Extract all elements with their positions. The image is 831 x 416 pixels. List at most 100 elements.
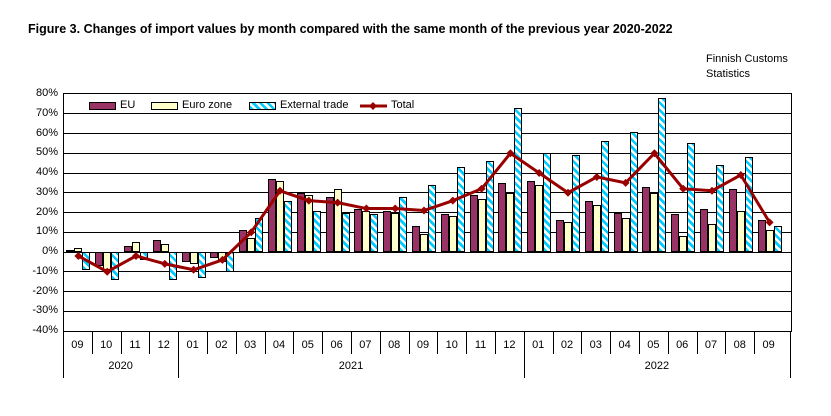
gridline <box>64 152 791 154</box>
gridline <box>64 212 791 213</box>
gridline <box>64 172 791 174</box>
legend-line-sample <box>360 102 387 110</box>
bar-eu <box>584 200 593 252</box>
bar-external-trade <box>456 167 465 252</box>
month-separator-tick <box>351 331 352 354</box>
total-line-marker <box>650 149 659 158</box>
total-line-marker <box>736 170 745 179</box>
bar-external-trade <box>370 214 379 252</box>
month-label: 08 <box>733 339 746 351</box>
bar-external-trade <box>341 212 350 252</box>
bar-euro-zone <box>506 192 515 252</box>
year-separator-tick <box>63 331 64 378</box>
bar-external-trade <box>543 153 552 252</box>
total-line-marker <box>391 204 400 213</box>
gridline <box>64 133 791 134</box>
legend-label: EU <box>120 99 136 111</box>
y-axis-label: -20% <box>32 284 58 297</box>
bar-eu <box>613 212 622 252</box>
bar-eu <box>354 208 363 252</box>
month-label: 11 <box>474 339 487 351</box>
month-separator-tick <box>610 331 612 354</box>
legend-swatch <box>249 102 276 110</box>
bar-euro-zone <box>592 204 601 252</box>
bar-external-trade <box>716 165 724 252</box>
bar-euro-zone <box>477 198 486 252</box>
bar-external-trade <box>744 157 753 252</box>
month-label: 01 <box>186 339 199 351</box>
gridline <box>64 271 791 273</box>
total-line-marker <box>132 251 140 260</box>
month-label: 10 <box>445 339 458 351</box>
month-separator-tick <box>495 331 496 354</box>
bar-euro-zone <box>621 218 630 252</box>
total-line-marker <box>765 218 774 227</box>
month-separator-tick <box>408 331 410 354</box>
month-label: 07 <box>704 339 718 351</box>
bar-euro-zone <box>564 222 572 252</box>
total-line-marker <box>592 172 601 181</box>
bar-eu <box>498 182 507 252</box>
bar-euro-zone <box>448 216 457 252</box>
month-separator-tick <box>639 331 640 354</box>
bar-euro-zone <box>276 180 284 252</box>
y-axis-label: 70% <box>35 106 58 119</box>
month-label: 04 <box>618 339 631 351</box>
total-line-marker <box>103 267 112 276</box>
total-line <box>74 149 774 276</box>
bar-euro-zone <box>132 242 140 252</box>
bar-euro-zone <box>535 184 544 252</box>
month-separator-tick <box>437 331 439 354</box>
bar-euro-zone <box>189 252 198 264</box>
gridline <box>64 310 791 312</box>
month-label: 02 <box>560 339 574 351</box>
bar-euro-zone <box>333 188 342 252</box>
bar-eu <box>440 214 449 252</box>
bar-external-trade <box>399 196 408 252</box>
bar-external-trade <box>600 141 609 252</box>
month-label: 06 <box>676 339 689 351</box>
bar-eu <box>152 240 161 252</box>
bar-external-trade <box>284 200 292 252</box>
gridline <box>64 113 791 115</box>
month-label: 07 <box>359 339 372 351</box>
month-label: 09 <box>416 339 430 351</box>
total-line-marker <box>74 251 83 260</box>
bar-eu <box>412 226 420 252</box>
month-label: 11 <box>129 339 141 351</box>
total-line-marker <box>189 265 198 274</box>
month-label: 12 <box>157 339 170 351</box>
month-label: 09 <box>762 339 775 351</box>
total-line-marker <box>477 184 486 193</box>
y-axis-label: -30% <box>32 304 58 317</box>
month-separator-tick <box>91 331 93 354</box>
legend-label: External trade <box>280 99 349 111</box>
year-label: 2020 <box>108 360 133 372</box>
year-separator-tick <box>790 331 791 378</box>
legend-swatch <box>151 102 178 110</box>
month-label: 05 <box>647 339 660 351</box>
total-line-marker <box>448 196 457 205</box>
bar-eu <box>383 210 392 252</box>
bar-eu <box>181 252 190 262</box>
bar-external-trade <box>658 97 667 252</box>
total-line-marker <box>160 259 169 268</box>
month-label: 05 <box>301 339 314 351</box>
month-separator-tick <box>264 331 266 354</box>
plot-area: EU Euro zone External trade Total <box>63 93 792 332</box>
total-line-marker <box>333 198 342 207</box>
bar-euro-zone <box>247 238 256 252</box>
bar-eu <box>700 208 708 252</box>
year-separator-tick <box>178 331 180 378</box>
bar-external-trade <box>514 107 523 252</box>
month-label: 02 <box>215 339 228 351</box>
month-separator-tick <box>293 331 295 354</box>
total-line-marker <box>564 188 572 197</box>
month-label: 08 <box>388 339 401 351</box>
year-label: 2022 <box>644 360 670 372</box>
bar-euro-zone <box>420 234 428 252</box>
bar-eu <box>268 178 276 252</box>
bar-eu <box>642 186 651 252</box>
gridline <box>64 291 791 292</box>
total-line-marker <box>506 149 515 158</box>
